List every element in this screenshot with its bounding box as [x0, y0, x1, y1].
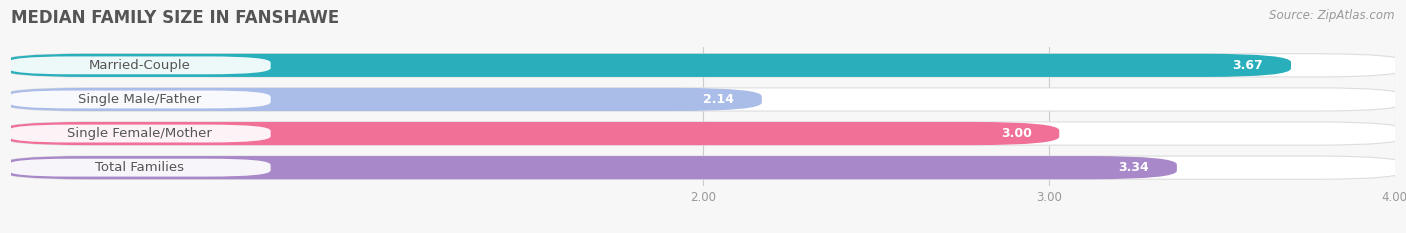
Text: 3.34: 3.34	[1118, 161, 1149, 174]
Text: MEDIAN FAMILY SIZE IN FANSHAWE: MEDIAN FAMILY SIZE IN FANSHAWE	[11, 9, 339, 27]
Text: Total Families: Total Families	[94, 161, 184, 174]
FancyBboxPatch shape	[1, 54, 1405, 77]
Text: 3.67: 3.67	[1233, 59, 1264, 72]
Text: Source: ZipAtlas.com: Source: ZipAtlas.com	[1270, 9, 1395, 22]
FancyBboxPatch shape	[8, 159, 270, 177]
FancyBboxPatch shape	[8, 91, 270, 108]
FancyBboxPatch shape	[1, 156, 1177, 179]
Text: Married-Couple: Married-Couple	[89, 59, 190, 72]
FancyBboxPatch shape	[8, 125, 270, 142]
Text: Single Male/Father: Single Male/Father	[77, 93, 201, 106]
FancyBboxPatch shape	[8, 56, 270, 74]
Text: 2.14: 2.14	[703, 93, 734, 106]
FancyBboxPatch shape	[1, 88, 1405, 111]
FancyBboxPatch shape	[1, 88, 762, 111]
FancyBboxPatch shape	[1, 156, 1405, 179]
FancyBboxPatch shape	[1, 54, 1291, 77]
Text: Single Female/Mother: Single Female/Mother	[66, 127, 212, 140]
FancyBboxPatch shape	[1, 122, 1059, 145]
FancyBboxPatch shape	[1, 122, 1405, 145]
Text: 3.00: 3.00	[1001, 127, 1032, 140]
